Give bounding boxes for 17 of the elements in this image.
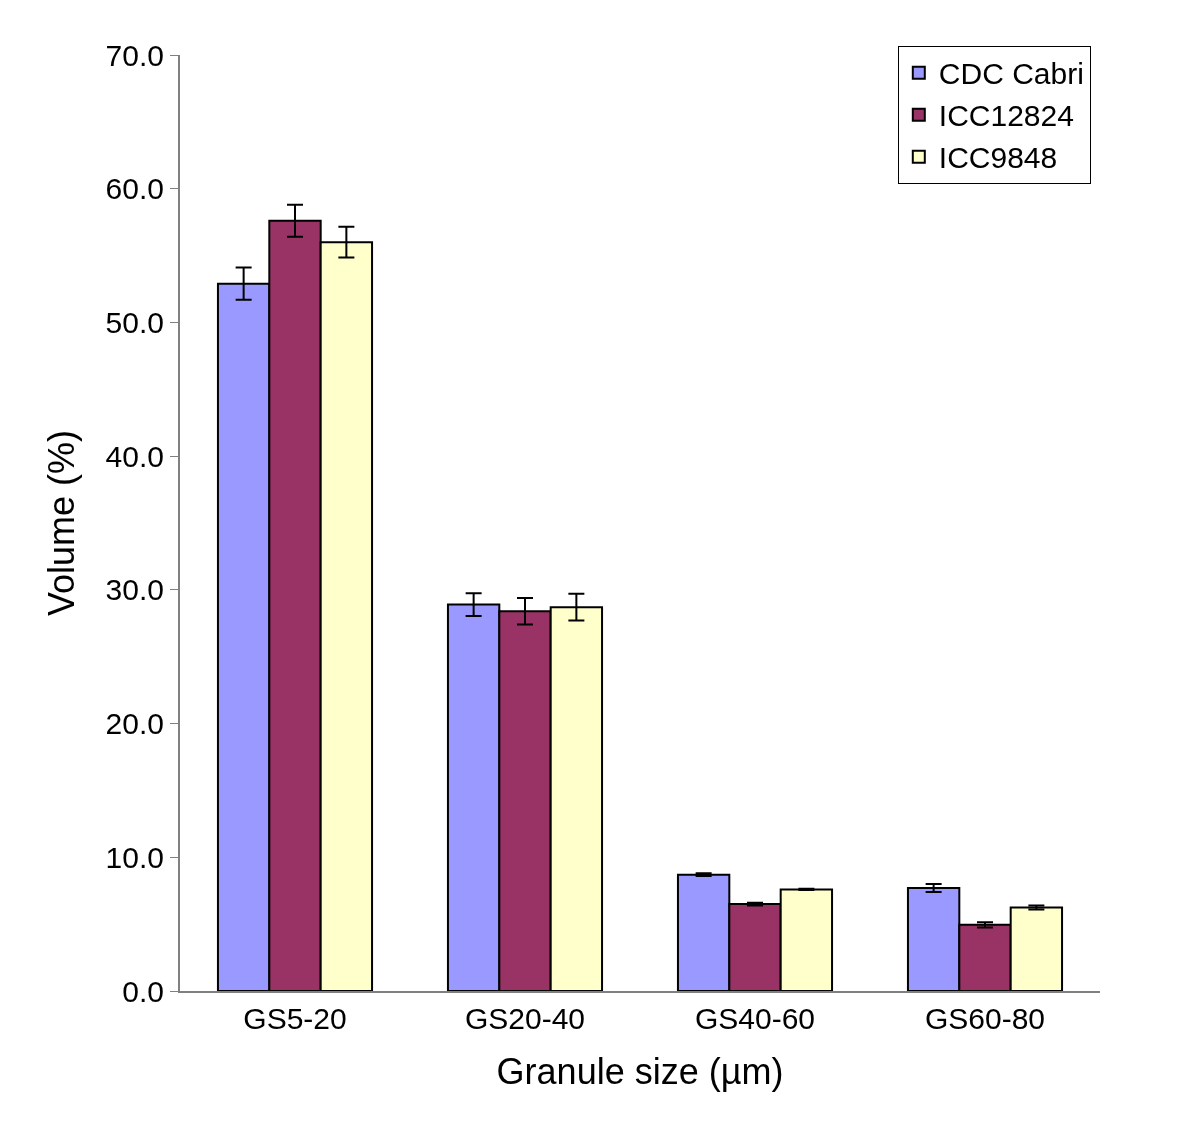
- x-axis-title: Granule size (µm): [496, 1051, 784, 1093]
- x-tick-label: GS60-80: [924, 1002, 1046, 1035]
- y-tick-label: 20.0: [105, 707, 164, 741]
- y-tick-label: 30.0: [105, 573, 164, 607]
- x-tick-label: GS40-60: [694, 1002, 816, 1035]
- y-tick-label: 10.0: [105, 840, 164, 874]
- y-tick-label: 50.0: [105, 305, 164, 339]
- y-axis-title: Volume (%): [41, 429, 83, 617]
- legend-label: ICC9848: [938, 141, 1058, 175]
- y-tick-label: 40.0: [105, 439, 164, 473]
- x-tick-label: GS20-40: [464, 1002, 586, 1035]
- x-tick-label: GS5-20: [243, 1002, 347, 1035]
- y-tick-label: 70.0: [105, 38, 164, 72]
- y-tick-label: 0.0: [122, 974, 164, 1008]
- legend-label: ICC12824: [938, 99, 1074, 133]
- legend-label: CDC Cabri: [938, 57, 1084, 91]
- y-tick-label: 60.0: [105, 172, 164, 206]
